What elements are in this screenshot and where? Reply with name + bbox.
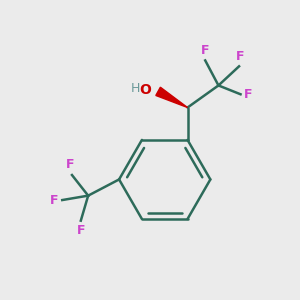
Text: F: F: [236, 50, 245, 63]
Text: H: H: [131, 82, 140, 95]
Text: F: F: [201, 44, 209, 57]
Polygon shape: [156, 87, 188, 107]
Text: F: F: [244, 88, 253, 101]
Text: F: F: [76, 224, 85, 237]
Text: O: O: [140, 83, 152, 97]
Text: F: F: [66, 158, 75, 172]
Text: F: F: [50, 194, 59, 207]
